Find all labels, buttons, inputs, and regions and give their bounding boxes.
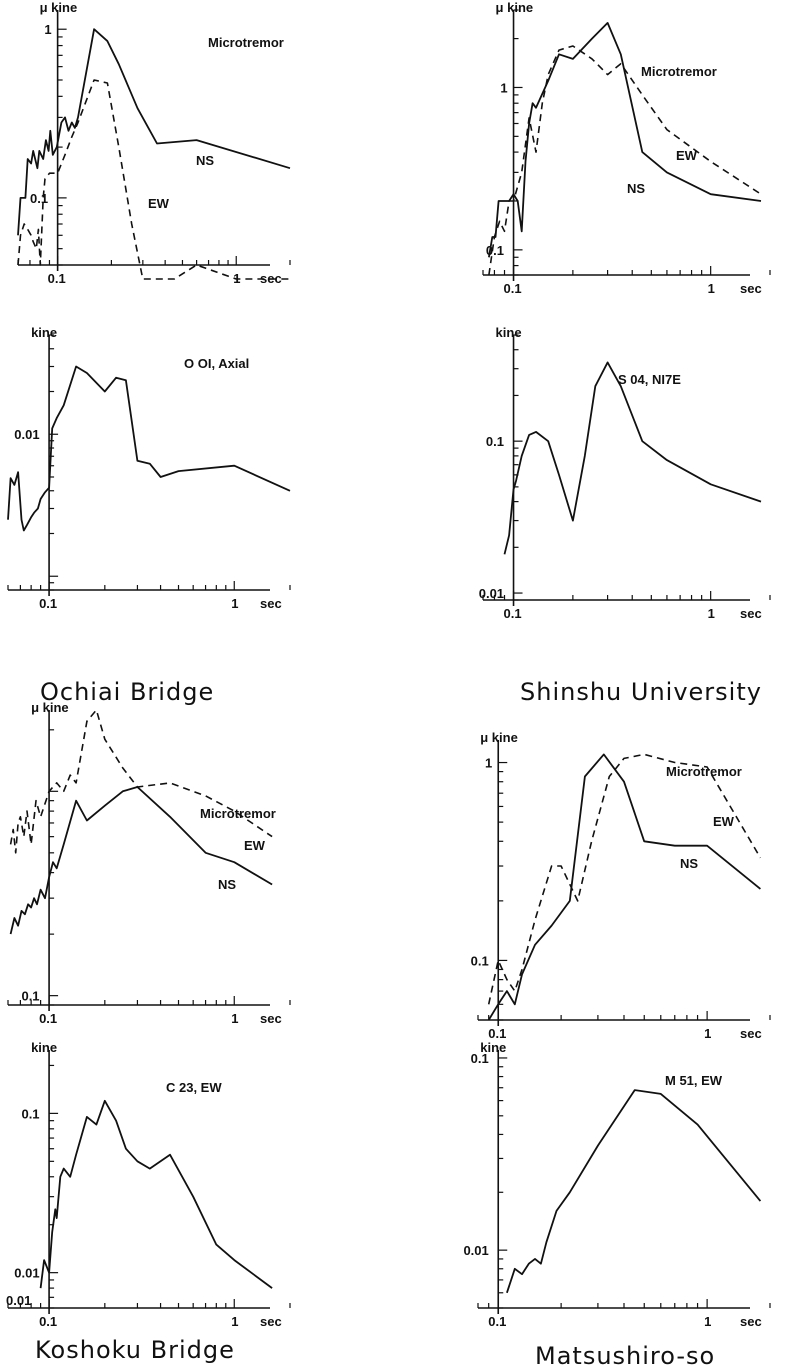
y-axis-label: μ kine	[496, 0, 534, 15]
y-axis-label: μ kine	[40, 0, 78, 15]
panel-annotation: C 23, EW	[166, 1080, 222, 1095]
series-label-ew: EW	[244, 838, 266, 853]
x-tick-label: 0.01	[6, 1293, 31, 1308]
group-title-koshoku: Koshoku Bridge	[35, 1336, 235, 1364]
y-tick-label: 0.1	[471, 1051, 489, 1066]
panel-annotation: Microtremor	[641, 64, 717, 79]
y-tick-label: 0.01	[463, 1243, 488, 1258]
y-tick-label: 0.1	[21, 989, 39, 1004]
y-tick-label: 0.01	[14, 427, 39, 442]
x-tick-label: 1	[708, 606, 715, 621]
panel-matsushiro-microtremor: 0.1 1 0.1 1 μ kine sec Microtremor NS EW	[471, 730, 771, 1041]
group-title-ochiai: Ochiai Bridge	[40, 678, 214, 706]
x-axis-label: sec	[740, 606, 762, 621]
x-tick-label: 0.1	[488, 1026, 506, 1041]
x-axis-label: sec	[260, 1011, 282, 1026]
x-axis-label: sec	[260, 1314, 282, 1329]
x-axis-label: sec	[740, 281, 762, 296]
x-axis-label: sec	[740, 1026, 762, 1041]
series-line-ns	[17, 28, 291, 236]
series-label-ns: NS	[680, 856, 698, 871]
y-tick-label: 1	[44, 22, 51, 37]
x-tick-label: 0.1	[488, 1314, 506, 1329]
panel-koshoku-record: 0.01 0.1 1 0.01 0.1 kine sec C 23, EW	[6, 1040, 291, 1329]
x-tick-label: 1	[231, 1314, 238, 1329]
x-axis-label: sec	[260, 596, 282, 611]
series-label-ns: NS	[627, 181, 645, 196]
x-tick-label: 0.1	[39, 596, 57, 611]
y-tick-label: 0.1	[486, 434, 504, 449]
series-label-ew: EW	[148, 196, 170, 211]
y-axis-label: μ kine	[31, 700, 69, 715]
series-label-ew: EW	[676, 148, 698, 163]
x-tick-label: 1	[708, 281, 715, 296]
x-tick-label: 1	[704, 1314, 711, 1329]
group-title-shinshu: Shinshu University	[520, 678, 762, 706]
panel-ochiai-record: 0.1 1 0.01 kine sec O OI, Axial	[7, 325, 291, 611]
y-tick-label: 0.1	[471, 953, 489, 968]
y-tick-label: 0.01	[479, 586, 504, 601]
series-line	[39, 1099, 273, 1289]
panel-annotation: O OI, Axial	[184, 356, 249, 371]
panel-annotation: M 51, EW	[665, 1073, 723, 1088]
series-line	[506, 1089, 762, 1294]
series-line-ew	[487, 753, 762, 1005]
y-axis-label: kine	[31, 325, 57, 340]
series-label-ns: NS	[218, 877, 236, 892]
x-tick-label: 1	[231, 1011, 238, 1026]
series-line	[503, 361, 762, 555]
series-line-ns	[487, 753, 761, 1021]
panel-annotation: S 04, NI7E	[618, 372, 681, 387]
y-tick-label: 1	[500, 80, 507, 95]
y-axis-label: kine	[31, 1040, 57, 1055]
x-tick-label: 0.1	[504, 606, 522, 621]
group-title-matsushiro: Matsushiro-so	[535, 1342, 715, 1370]
x-tick-label: 1	[231, 596, 238, 611]
series-line-ew	[488, 45, 762, 276]
y-tick-label: 0.1	[30, 191, 48, 206]
series-label-ew: EW	[713, 814, 735, 829]
x-tick-label: 0.1	[39, 1314, 57, 1329]
series-label-ns: NS	[196, 153, 214, 168]
panel-annotation: Microtremor	[666, 764, 742, 779]
y-tick-label: 0.1	[21, 1106, 39, 1121]
series-line	[7, 365, 291, 532]
series-line-ns	[488, 21, 762, 258]
panel-annotation: Microtremor	[208, 35, 284, 50]
x-axis-label: sec	[740, 1314, 762, 1329]
y-axis-label: kine	[480, 1040, 506, 1055]
series-line-ns	[9, 786, 273, 935]
x-tick-label: 0.1	[39, 1011, 57, 1026]
x-tick-label: 1	[704, 1026, 711, 1041]
x-tick-label: 0.1	[504, 281, 522, 296]
y-tick-label: 0.01	[14, 1266, 39, 1281]
y-tick-label: 1	[485, 756, 492, 771]
series-line-ew	[9, 709, 273, 854]
y-axis-label: μ kine	[480, 730, 518, 745]
y-axis-label: kine	[496, 325, 522, 340]
x-tick-label: 0.1	[48, 271, 66, 286]
